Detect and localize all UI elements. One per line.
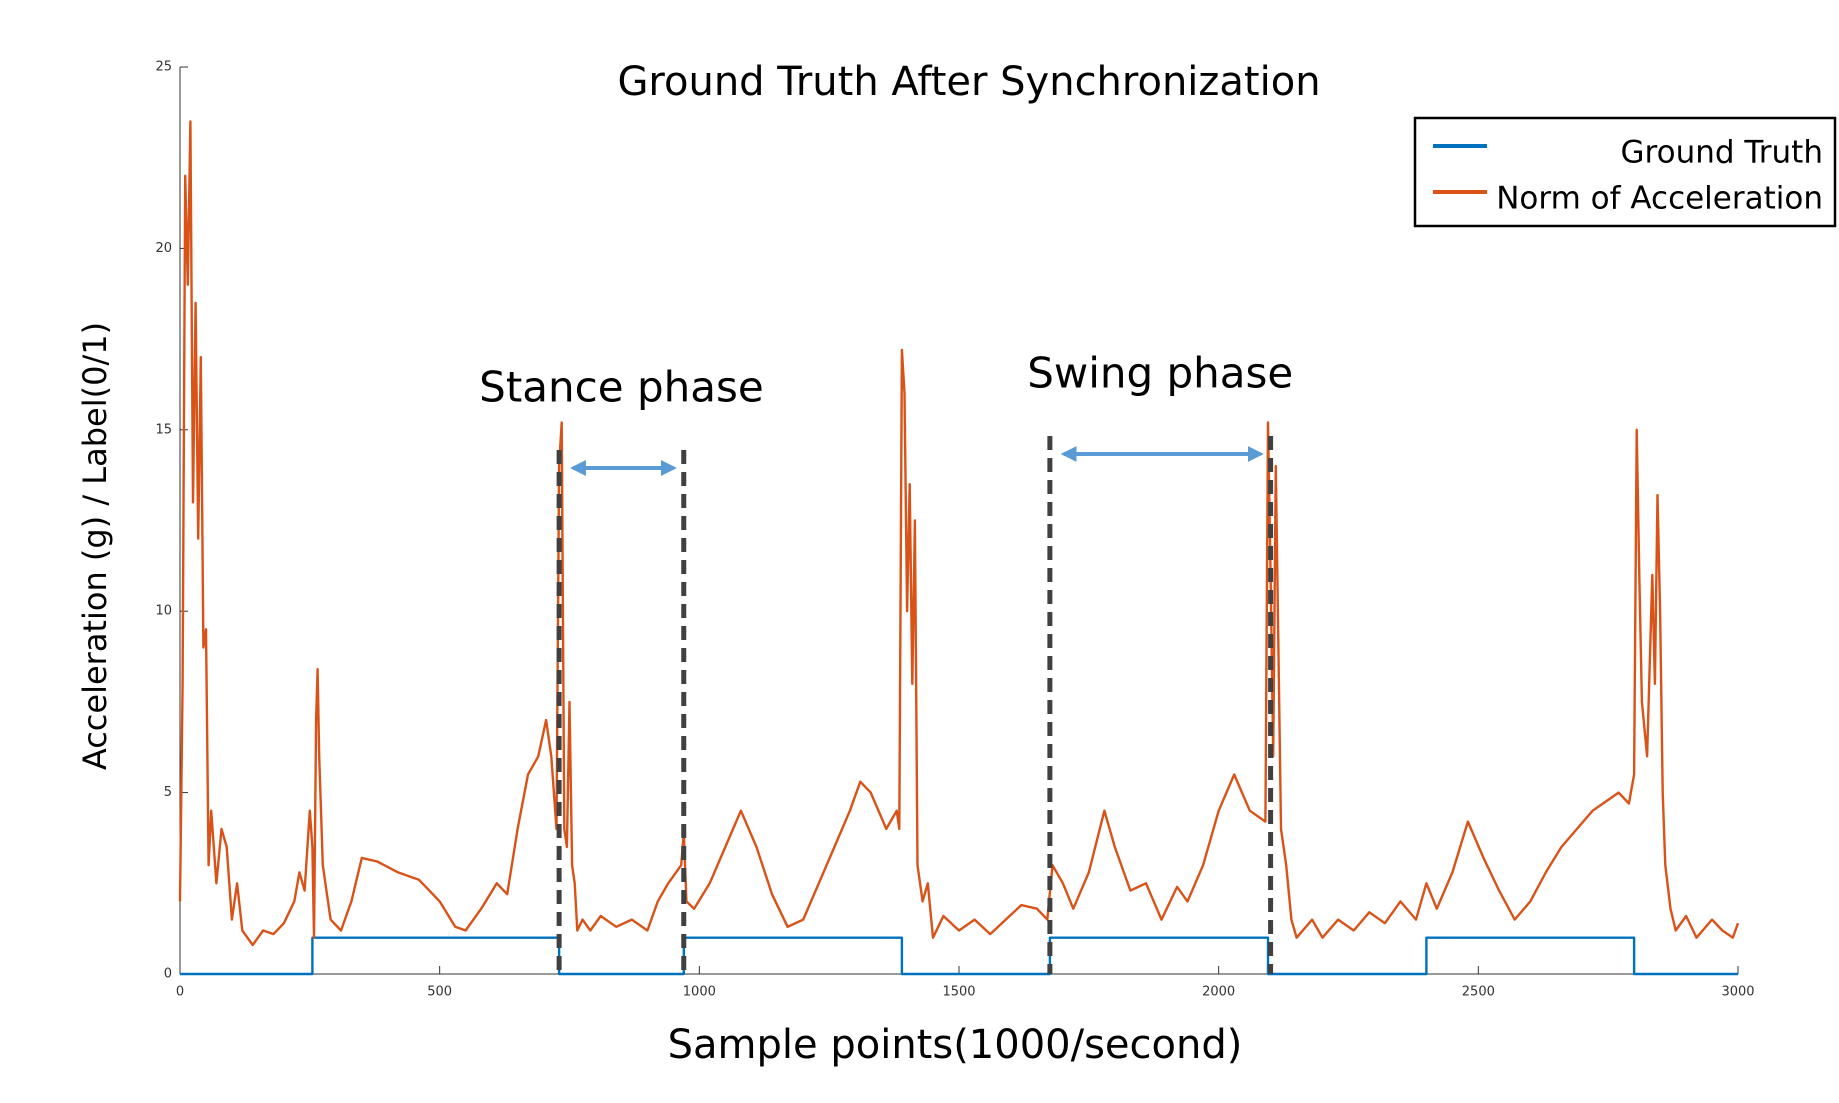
x-tick-label: 0 [176, 985, 184, 1000]
y-tick-label: 0 [164, 967, 172, 982]
y-tick-label: 15 [155, 422, 172, 437]
x-tick-label: 500 [427, 985, 452, 1000]
y-axis-label: Acceleration (g) / Label(0/1) [76, 322, 114, 770]
x-axis-label: Sample points(1000/second) [668, 1022, 1243, 1068]
chart-title: Ground Truth After Synchronization [617, 59, 1320, 105]
series-line [180, 936, 1738, 976]
x-tick-label: 1000 [683, 985, 716, 1000]
legend-label: Norm of Acceleration [1496, 181, 1823, 217]
x-tick-label: 3000 [1721, 985, 1754, 1000]
x-tick-label: 1500 [942, 985, 975, 1000]
y-tick-label: 10 [155, 604, 172, 619]
x-tick-label: 2500 [1462, 985, 1495, 1000]
annotation-label: Swing phase [1027, 349, 1293, 398]
y-tick-label: 20 [155, 241, 172, 256]
x-tick-label: 2000 [1202, 985, 1235, 1000]
annotation-label: Stance phase [479, 363, 764, 412]
y-tick-label: 5 [164, 785, 172, 800]
legend-label: Ground Truth [1621, 135, 1823, 171]
y-tick-label: 25 [155, 60, 172, 75]
series-line [178, 120, 1740, 947]
legend-box [1413, 116, 1837, 228]
